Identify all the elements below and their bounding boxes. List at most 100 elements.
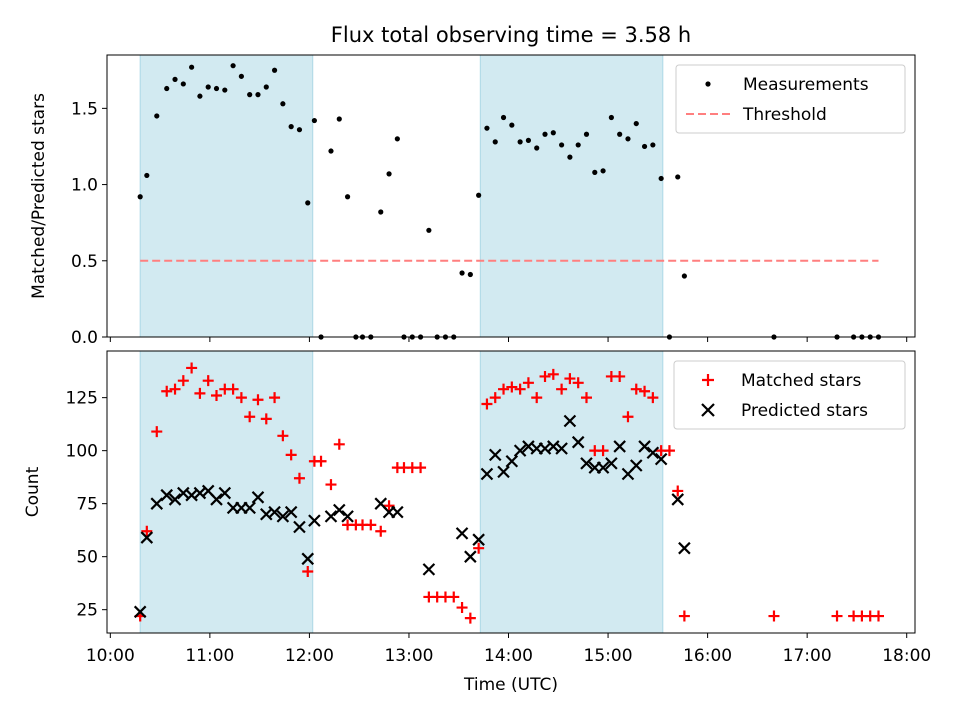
count-panel: 25 50 75 100 125 10:00 11:00 12:00 13:00 14:00 15… [23,350,931,695]
measurements-point [213,85,220,92]
x-tick-label: 11:00 [185,646,234,666]
measurements-point [378,209,384,215]
legend-label-matched: Matched stars [741,371,861,391]
predicted-stars-point [646,446,660,460]
matched-stars-point [375,525,387,537]
matched-stars-point [564,373,576,385]
x-tick-label: 10:00 [86,646,135,666]
matched-stars-point [489,392,501,404]
matched-stars-point [141,525,153,537]
measurements-point [492,139,498,145]
predicted-stars-point [391,505,404,519]
matched-stars-point [177,375,189,387]
matched-stars-point [269,392,281,404]
ratio-y-axis-label: Matched/Predicted stars [29,93,49,299]
measurements-point [394,136,400,142]
predicted-stars-point [133,605,147,619]
matched-stars-point [302,566,314,578]
observing-window-2 [479,350,664,634]
measurements-point [675,174,681,180]
matched-stars-point [514,383,526,395]
count-data-layer [133,362,884,624]
y-tick-label: 100 [66,442,98,462]
measurements-point [328,148,334,154]
predicted-stars-point [150,497,164,510]
matched-stars-point [872,610,884,622]
matched-stars-point [768,610,780,622]
predicted-stars-point [301,552,315,566]
measurements-point [271,67,278,73]
measurements-point [641,143,648,150]
measurements-point [583,131,590,137]
ratio-legend: Measurements Threshold [675,64,906,134]
predicted-stars-point [629,459,643,472]
measurements-point [476,192,482,198]
matched-stars-point [211,390,223,402]
matched-stars-point [663,445,675,457]
predicted-stars-point [293,520,306,534]
measurements-point [534,145,540,151]
matched-stars-point [169,383,181,395]
predicted-stars-point [671,493,685,506]
matched-stars-point [639,385,651,397]
measurements-point [633,120,639,127]
measurements-point [608,114,614,121]
observing-window-2 [479,54,664,338]
matched-stars-point [531,392,543,404]
matched-stars-point [186,362,198,374]
matched-stars-point [333,438,345,450]
measurements-point [600,168,606,174]
predicted-stars-point [654,452,668,466]
legend-label-threshold: Threshold [742,105,827,125]
measurements-point [222,87,228,93]
measurements-point [144,172,150,179]
measurements-point [154,113,160,119]
x-tick-label: 13:00 [384,646,433,666]
matched-stars-point [522,377,534,389]
matched-stars-point [614,370,626,382]
measurements-point [459,270,465,276]
figure-title: Flux total observing time = 3.58 h [331,23,691,47]
x-axis-label: Time (UTC) [463,675,558,695]
matched-stars-point [260,413,272,425]
measurements-point [386,171,392,177]
matched-stars-point [151,426,163,438]
measurements-point [575,142,581,148]
measurements-point [189,64,195,70]
measurements-point [197,93,203,99]
y-tick-label: 0.5 [71,252,98,272]
matched-stars-point [473,542,485,554]
measurements-point [500,114,507,121]
count-x-ticks: 10:00 11:00 12:00 13:00 14:00 15:00 16:00 17:00… [86,633,931,666]
measurements-point [230,63,236,69]
matched-stars-point [622,411,634,423]
measurements-point [296,127,303,133]
predicted-legend-marker [701,403,715,417]
predicted-stars-point [140,531,154,544]
measurements-point [247,92,253,98]
measurements-point [592,169,598,175]
measurements-point [509,122,515,128]
predicted-stars-point [480,467,494,481]
matched-stars-point [235,392,247,404]
predicted-stars-point [488,448,502,462]
y-tick-label: 25 [76,601,98,621]
measurements-point [238,73,244,79]
measurements-point [426,227,432,233]
predicted-stars-point [160,488,174,502]
predicted-stars-point [571,435,585,449]
predicted-stars-point [168,493,182,506]
measurements-point [658,175,664,182]
matched-stars-point [194,387,206,399]
predicted-stars-point [580,457,593,470]
matched-stars-point [572,377,584,389]
legend-label-predicted: Predicted stars [741,401,868,421]
matched-stars-point [597,445,609,457]
predicted-stars-point [464,550,477,563]
measurements-point [467,271,473,278]
measurements-point [263,84,269,90]
count-legend: Matched stars Predicted stars [673,360,906,430]
predicted-stars-point [422,563,436,576]
matched-stars-point [365,519,377,531]
matched-stars-point [285,449,297,461]
